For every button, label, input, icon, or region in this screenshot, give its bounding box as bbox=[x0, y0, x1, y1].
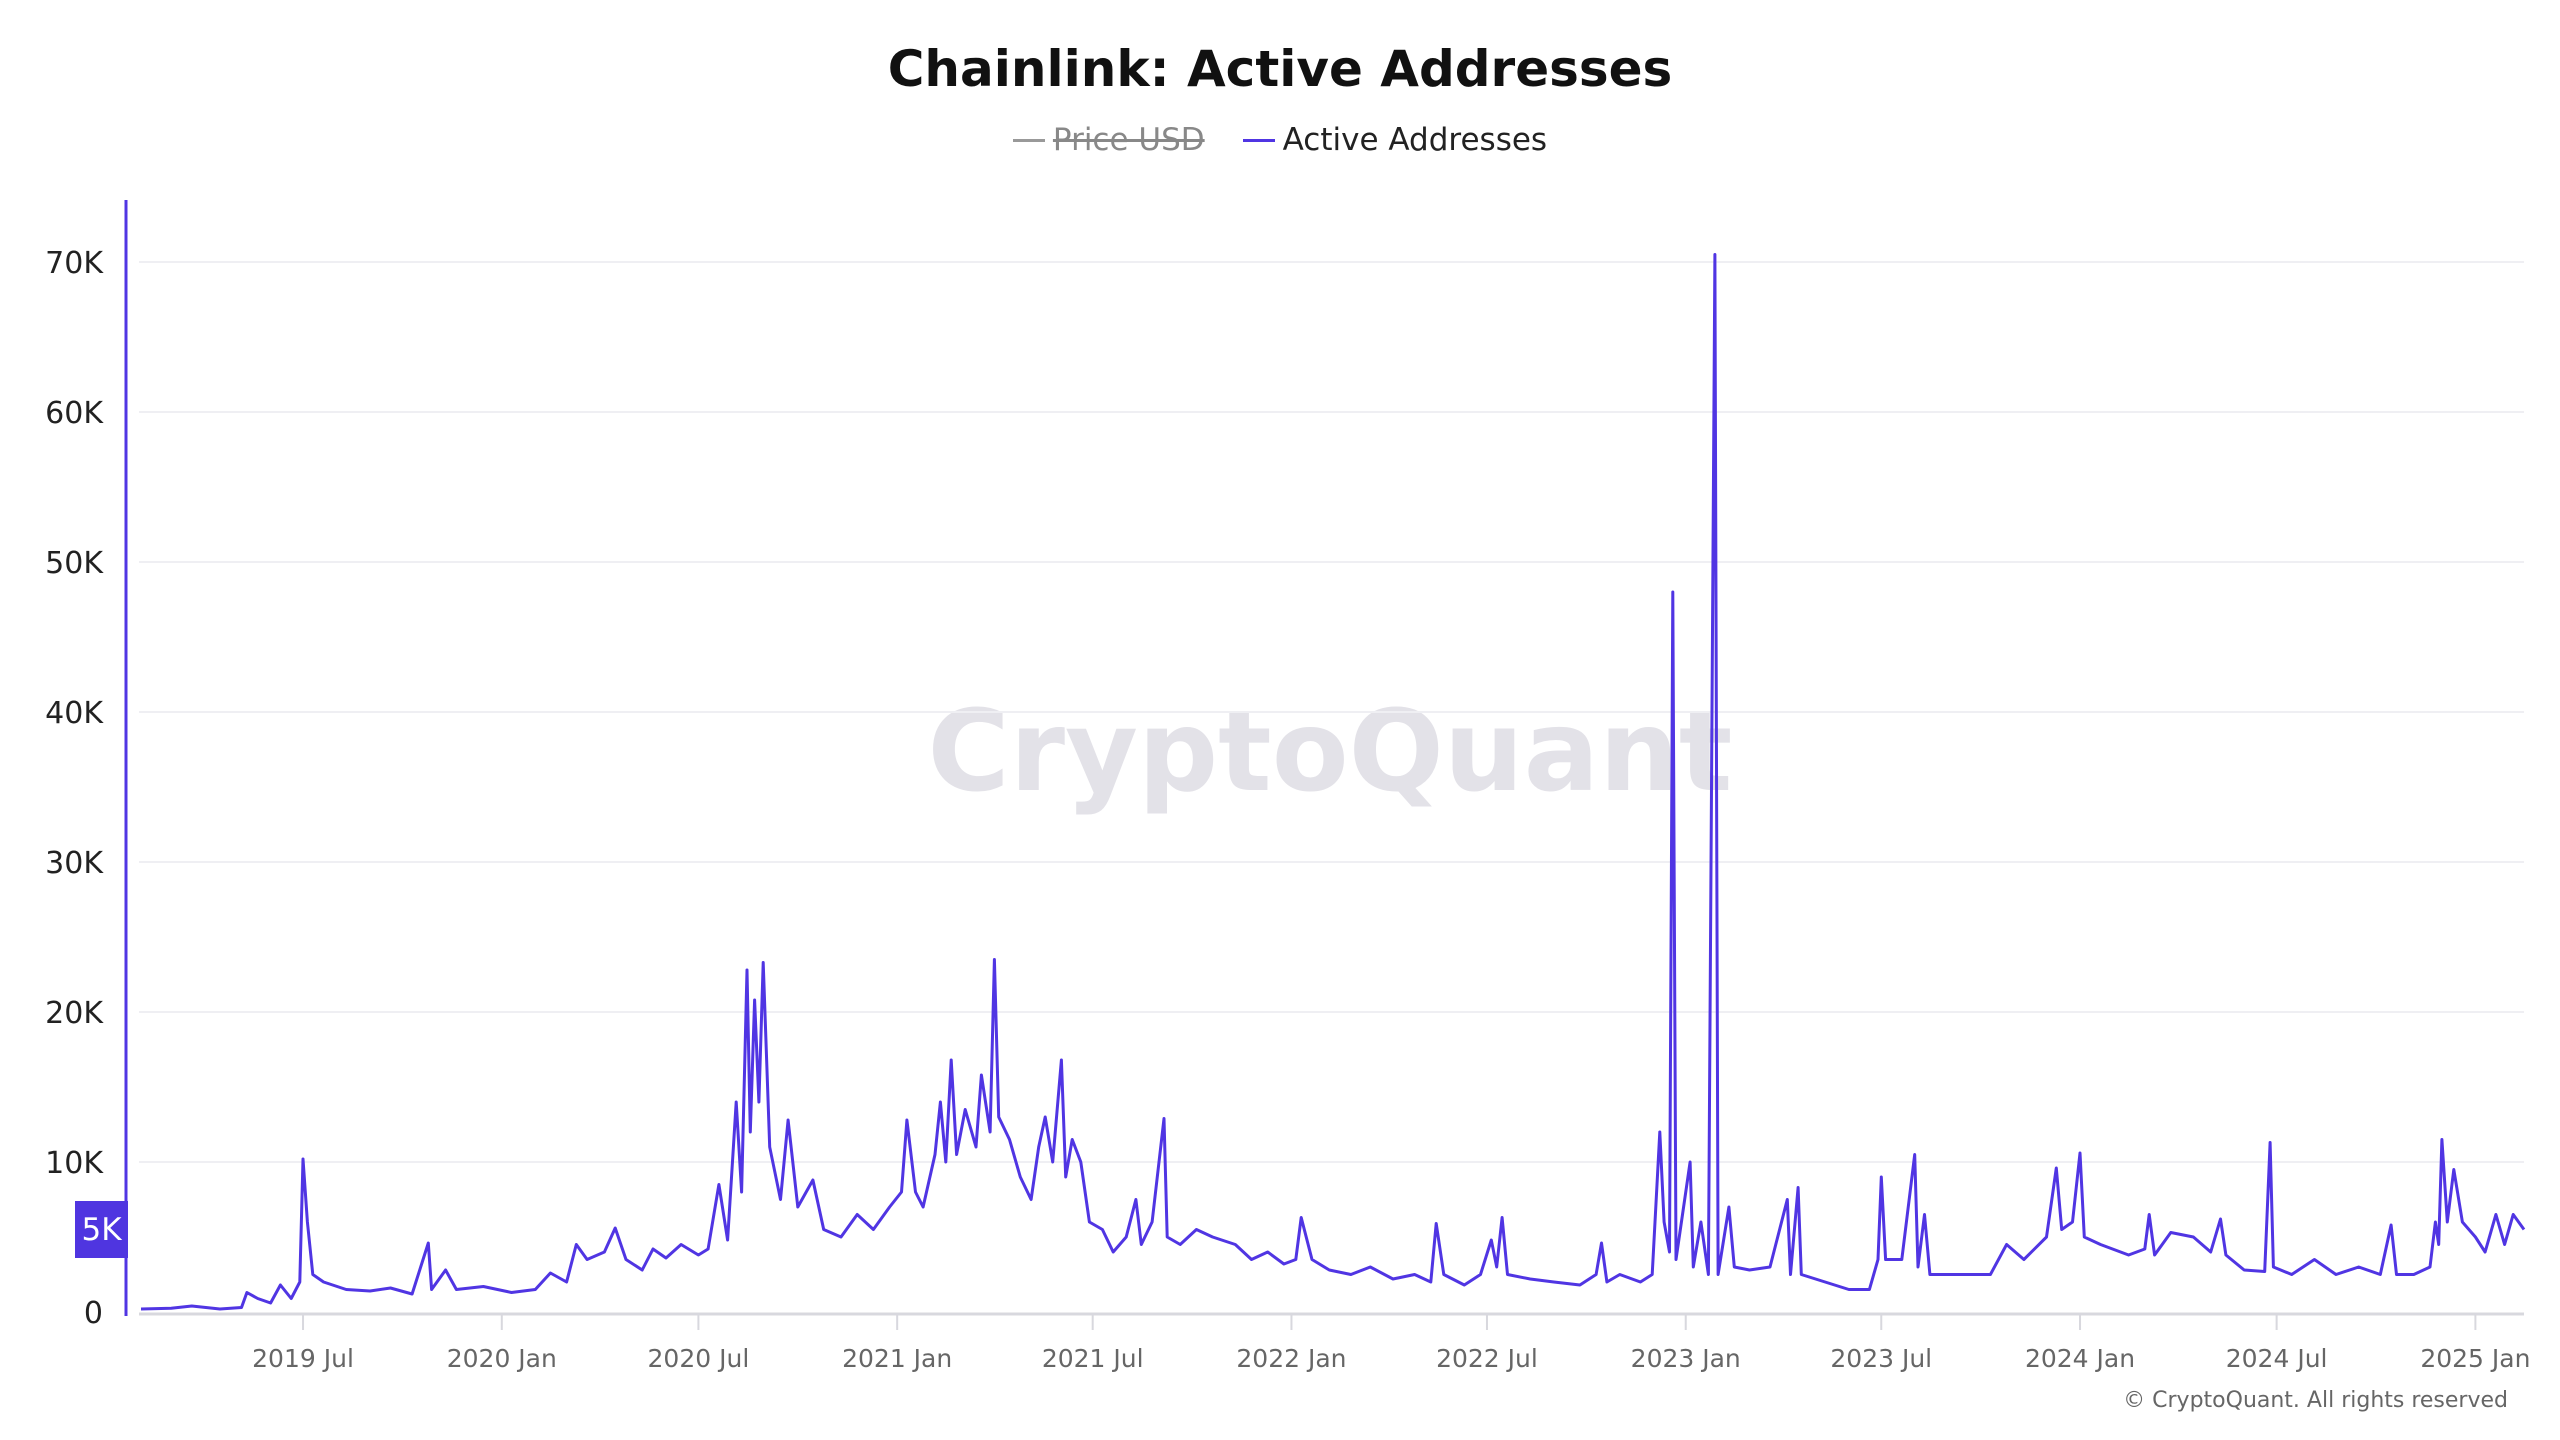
chart-title: Chainlink: Active Addresses bbox=[887, 40, 1673, 98]
legend-item-price-usd[interactable]: Price USD bbox=[1012, 122, 1205, 158]
x-tick-label: 2021 Jan bbox=[842, 1344, 952, 1373]
y-cursor-value-badge: 5K bbox=[75, 1201, 128, 1258]
legend-swatch-active-addresses bbox=[1242, 138, 1275, 142]
x-tick-label: 2023 Jul bbox=[1830, 1344, 1932, 1373]
x-tick-label: 2020 Jul bbox=[648, 1344, 750, 1373]
series-line-active-addresses bbox=[140, 253, 2526, 1311]
copyright: © CryptoQuant. All rights reserved bbox=[2123, 1388, 2508, 1413]
y-tick-label: 70K bbox=[45, 246, 104, 281]
legend-label-active-addresses: Active Addresses bbox=[1282, 122, 1548, 158]
legend-label-price-usd: Price USD bbox=[1052, 122, 1205, 158]
x-tick-label: 2021 Jul bbox=[1042, 1344, 1144, 1373]
x-tick-label: 2024 Jan bbox=[2025, 1344, 2135, 1373]
y-tick-label: 30K bbox=[45, 846, 104, 881]
x-tick-label: 2020 Jan bbox=[447, 1344, 557, 1373]
x-tick-label: 2025 Jan bbox=[2420, 1344, 2530, 1373]
x-tick-label: 2022 Jan bbox=[1236, 1344, 1346, 1373]
y-tick-label: 0 bbox=[84, 1296, 103, 1331]
x-tick-label: 2023 Jan bbox=[1631, 1344, 1741, 1373]
x-tick-label: 2019 Jul bbox=[252, 1344, 354, 1373]
legend: Price USD Active Addresses bbox=[0, 122, 2560, 158]
watermark: CryptoQuant bbox=[928, 687, 1733, 817]
x-tick-label: 2022 Jul bbox=[1436, 1344, 1538, 1373]
y-tick-label: 10K bbox=[45, 1146, 104, 1181]
y-tick-label: 40K bbox=[45, 696, 104, 731]
y-tick-label: 50K bbox=[45, 546, 104, 581]
y-tick-label: 20K bbox=[45, 996, 104, 1031]
y-tick-label: 60K bbox=[45, 396, 104, 431]
legend-swatch-price-usd bbox=[1012, 138, 1045, 142]
x-tick-label: 2024 Jul bbox=[2226, 1344, 2328, 1373]
legend-item-active-addresses[interactable]: Active Addresses bbox=[1242, 122, 1548, 158]
